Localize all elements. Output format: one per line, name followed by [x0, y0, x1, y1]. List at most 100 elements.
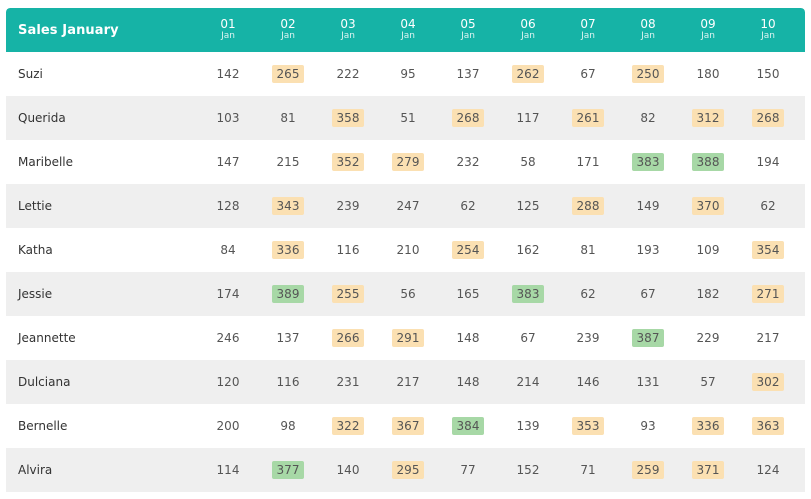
sales-value: 131	[636, 375, 660, 389]
table-row: Katha 84 336 116 210 254 162 81 193 109 354	[6, 228, 805, 272]
sales-cell: 116	[318, 241, 378, 259]
table-row: Maribelle 147 215 352 279 232 58 171 383 388 194	[6, 140, 805, 184]
sales-cell: 182	[678, 285, 738, 303]
sales-value: 268	[752, 109, 784, 127]
sales-cell: 67	[618, 285, 678, 303]
sales-value: 150	[756, 67, 780, 81]
sales-value: 56	[400, 287, 416, 301]
sales-cell: 291	[378, 329, 438, 347]
sales-cell: 384	[438, 417, 498, 435]
table-title: Sales January	[18, 22, 119, 38]
sales-value: 57	[700, 375, 716, 389]
sales-value: 279	[392, 153, 424, 171]
sales-value: 232	[456, 155, 480, 169]
sales-table: Sales January 01 Jan 02 Jan 03 Jan 04 Jan 05 Jan 0…	[6, 8, 805, 492]
day-month: Jan	[281, 31, 295, 41]
sales-cell: 137	[258, 329, 318, 347]
sales-cell: 302	[738, 373, 798, 391]
sales-value: 239	[336, 199, 360, 213]
sales-value: 98	[280, 419, 296, 433]
sales-value: 370	[692, 197, 724, 215]
day-month: Jan	[461, 31, 475, 41]
sales-value: 266	[332, 329, 364, 347]
sales-cell: 174	[198, 285, 258, 303]
sales-cell: 62	[558, 285, 618, 303]
sales-value: 128	[216, 199, 240, 213]
person-name: Dulciana	[18, 375, 71, 389]
sales-cell: 149	[618, 197, 678, 215]
sales-cell: 84	[198, 241, 258, 259]
person-name: Suzi	[18, 67, 43, 81]
day-header-07: 07 Jan	[558, 18, 618, 42]
sales-value: 114	[216, 463, 240, 477]
sales-value: 81	[280, 111, 296, 125]
table-row: Jessie 174 389 255 56 165 383 62 67 182 271	[6, 272, 805, 316]
sales-value: 162	[516, 243, 540, 257]
sales-value: 231	[336, 375, 360, 389]
sales-cell: 117	[498, 109, 558, 127]
sales-value: 214	[516, 375, 540, 389]
sales-value: 148	[456, 375, 480, 389]
person-name: Maribelle	[18, 155, 74, 169]
sales-cell: 336	[678, 417, 738, 435]
table-row: Lettie 128 343 239 247 62 125 288 149 370 62	[6, 184, 805, 228]
sales-value: 194	[756, 155, 780, 169]
sales-cell: 109	[678, 241, 738, 259]
sales-cell: 383	[498, 285, 558, 303]
sales-value: 259	[632, 461, 664, 479]
sales-value: 117	[516, 111, 540, 125]
day-number: 01	[220, 17, 236, 31]
sales-cell: 93	[618, 417, 678, 435]
sales-cell: 353	[558, 417, 618, 435]
sales-value: 120	[216, 375, 240, 389]
sales-cell: 116	[258, 373, 318, 391]
sales-value: 109	[696, 243, 720, 257]
sales-value: 152	[516, 463, 540, 477]
sales-value: 367	[392, 417, 424, 435]
day-header-10: 10 Jan	[738, 18, 798, 42]
sales-value: 229	[696, 331, 720, 345]
day-number: 06	[520, 17, 536, 31]
sales-cell: 139	[498, 417, 558, 435]
sales-cell: 336	[258, 241, 318, 259]
day-month: Jan	[701, 31, 715, 41]
sales-cell: 271	[738, 285, 798, 303]
sales-value: 174	[216, 287, 240, 301]
sales-value: 217	[756, 331, 780, 345]
day-header-03: 03 Jan	[318, 18, 378, 42]
sales-value: 71	[580, 463, 596, 477]
sales-cell: 142	[198, 65, 258, 83]
sales-cell: 312	[678, 109, 738, 127]
sales-value: 262	[512, 65, 544, 83]
sales-cell: 217	[738, 329, 798, 347]
day-number: 05	[460, 17, 476, 31]
day-month: Jan	[341, 31, 355, 41]
sales-value: 140	[336, 463, 360, 477]
table-row: Querida 103 81 358 51 268 117 261 82 312 268	[6, 96, 805, 140]
sales-cell: 279	[378, 153, 438, 171]
sales-value: 67	[580, 67, 596, 81]
person-name: Alvira	[18, 463, 53, 477]
day-month: Jan	[521, 31, 535, 41]
sales-value: 371	[692, 461, 724, 479]
sales-cell: 266	[318, 329, 378, 347]
sales-cell: 268	[438, 109, 498, 127]
table-row: Alvira 114 377 140 295 77 152 71 259 371 124	[6, 448, 805, 492]
table-header: Sales January 01 Jan 02 Jan 03 Jan 04 Jan 05 Jan 0…	[6, 8, 805, 52]
sales-cell: 322	[318, 417, 378, 435]
sales-value: 383	[632, 153, 664, 171]
sales-cell: 229	[678, 329, 738, 347]
sales-cell: 193	[618, 241, 678, 259]
day-header-09: 09 Jan	[678, 18, 738, 42]
sales-value: 95	[400, 67, 416, 81]
sales-cell: 231	[318, 373, 378, 391]
sales-value: 67	[640, 287, 656, 301]
sales-value: 389	[272, 285, 304, 303]
sales-value: 77	[460, 463, 476, 477]
day-month: Jan	[401, 31, 415, 41]
sales-cell: 247	[378, 197, 438, 215]
sales-value: 125	[516, 199, 540, 213]
sales-value: 148	[456, 331, 480, 345]
sales-cell: 103	[198, 109, 258, 127]
sales-value: 137	[276, 331, 300, 345]
